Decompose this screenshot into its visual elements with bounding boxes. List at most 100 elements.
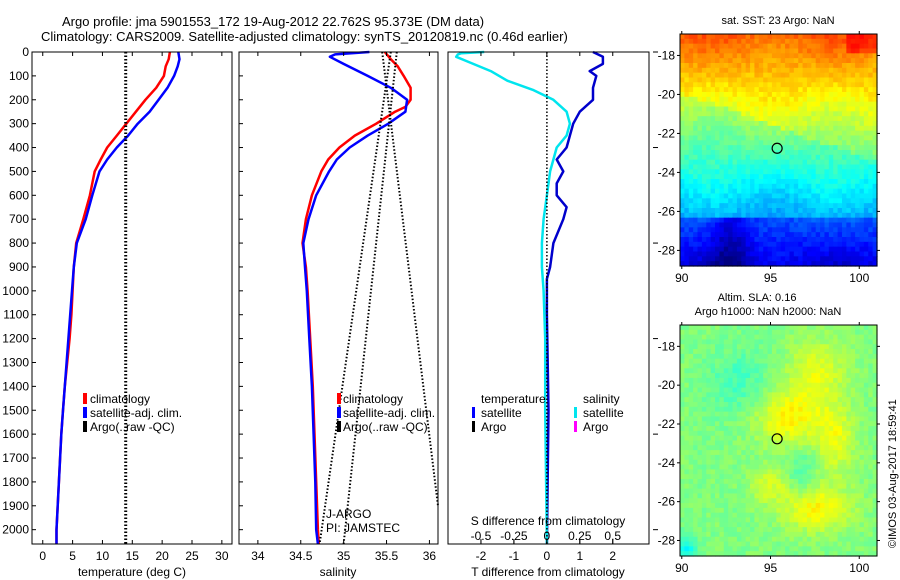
heatmap-cell (736, 512, 742, 519)
heatmap-cell (688, 212, 694, 219)
heatmap-cell (710, 43, 716, 50)
heatmap-cell (758, 140, 764, 146)
heatmap-cell (771, 261, 777, 267)
series-line-argo-raw-qc-line-1 (318, 51, 392, 545)
heatmap-cell (728, 121, 734, 127)
heatmap-cell (841, 411, 847, 418)
heatmap-cell (771, 551, 777, 557)
heatmap-cell (798, 325, 804, 331)
heatmap-cell (697, 517, 703, 523)
heatmap-cell (785, 464, 791, 470)
heatmap-cell (872, 82, 878, 88)
heatmap-cell (802, 363, 808, 369)
heatmap-cell (828, 469, 834, 475)
heatmap-cell (758, 67, 764, 74)
heatmap-cell (859, 517, 865, 523)
heatmap-cell (872, 387, 878, 393)
heatmap-cell (824, 488, 830, 495)
heatmap-cell (828, 101, 834, 108)
heatmap-cell (680, 339, 685, 345)
heatmap-cell (771, 116, 777, 122)
heatmap-cell (863, 479, 869, 485)
heatmap-cell (828, 188, 834, 195)
heatmap-cell (741, 392, 747, 398)
heatmap-cell (806, 145, 812, 151)
heatmap-cell (706, 101, 712, 108)
heatmap-cell (837, 392, 843, 398)
heatmap-cell (754, 397, 760, 403)
heatmap-cell (806, 193, 812, 199)
heatmap-cell (802, 464, 808, 470)
heatmap-cell (754, 63, 760, 69)
y-tick-label: 400 (9, 141, 29, 155)
heatmap-cell (706, 339, 712, 345)
series-line-climatology (301, 51, 412, 545)
heatmap-cell (820, 125, 826, 132)
heatmap-cell (697, 251, 703, 257)
heatmap-cell (706, 416, 712, 422)
heatmap-cell (785, 382, 791, 389)
heatmap-cell (798, 531, 804, 538)
heatmap-cell (715, 193, 720, 199)
heatmap-cell (693, 382, 699, 389)
heatmap-cell (811, 334, 817, 341)
heatmap-cell (828, 237, 834, 243)
heatmap-cell (750, 363, 756, 369)
y-tick-label: 1900 (2, 499, 29, 513)
x-tick-label: 0 (39, 549, 46, 563)
heatmap-cell (715, 246, 720, 253)
heatmap-cell (736, 325, 742, 331)
heatmap-cell (710, 227, 716, 233)
heatmap-cell (754, 421, 760, 427)
heatmap-cell (697, 536, 703, 543)
heatmap-cell (855, 106, 861, 112)
heatmap-cell (863, 358, 869, 365)
heatmap-cell (811, 77, 817, 83)
heatmap-cell (789, 440, 795, 446)
heatmap-cell (785, 121, 791, 127)
heatmap-cell (719, 325, 725, 331)
heatmap-cell (693, 392, 699, 398)
heatmap-cell (789, 87, 795, 93)
heatmap-cell (684, 382, 690, 389)
heatmap-cell (680, 344, 685, 350)
heatmap-cell (806, 392, 812, 398)
heatmap-cell (688, 72, 694, 79)
heatmap-cell (863, 169, 869, 175)
heatmap-cell (820, 116, 826, 122)
heatmap-cell (841, 130, 847, 137)
heatmap-cell (815, 373, 821, 379)
heatmap-cell (872, 150, 878, 156)
heatmap-cell (868, 92, 874, 98)
heatmap-cell (693, 43, 699, 50)
heatmap-cell (802, 517, 808, 523)
heatmap-cell (833, 135, 839, 141)
heatmap-cell (815, 344, 821, 350)
heatmap-cell (715, 440, 720, 446)
s-diff-tick-label: -0.5 (471, 529, 492, 543)
heatmap-cell (754, 159, 760, 166)
heatmap-cell (758, 421, 764, 427)
y-tick-label: 1000 (2, 284, 29, 298)
heatmap-cell (863, 377, 869, 384)
heatmap-cell (701, 329, 707, 336)
heatmap-cell (859, 387, 865, 393)
heatmap-cell (697, 339, 703, 345)
heatmap-cell (789, 498, 795, 504)
heatmap-cell (715, 87, 720, 93)
heatmap-cell (771, 445, 777, 451)
heatmap-cell (741, 459, 747, 466)
heatmap-cell (841, 217, 847, 224)
heatmap-cell (824, 169, 830, 175)
heatmap-cell (684, 241, 690, 248)
heatmap-cell (815, 217, 821, 224)
heatmap-cell (868, 174, 874, 180)
heatmap-cell (758, 325, 764, 331)
heatmap-cell (855, 450, 861, 456)
heatmap-cell (863, 329, 869, 336)
heatmap-cell (846, 435, 852, 442)
heatmap-cell (693, 546, 699, 552)
heatmap-cell (728, 397, 734, 403)
heatmap-cell (728, 363, 734, 369)
heatmap-cell (750, 464, 756, 470)
